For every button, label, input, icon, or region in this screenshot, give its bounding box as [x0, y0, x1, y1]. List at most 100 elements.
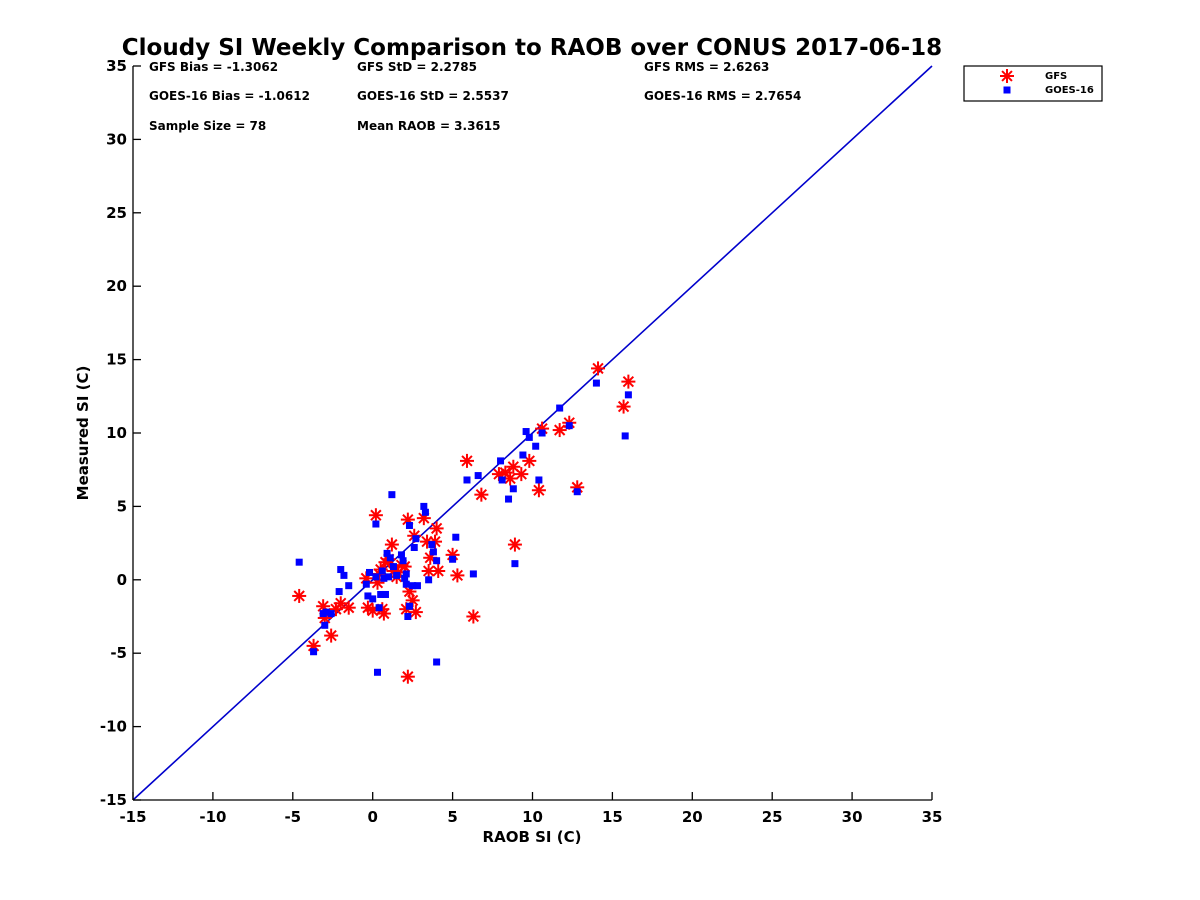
legend-goes16-label: GOES-16 — [1045, 85, 1094, 96]
goes16-point — [469, 570, 477, 578]
gfs-point — [552, 423, 567, 438]
one-to-one-line — [132, 65, 933, 801]
goes16-point — [621, 432, 629, 440]
gfs-point — [324, 628, 339, 643]
asterisk-stroke — [335, 597, 347, 609]
x-tick-label: 35 — [922, 808, 943, 826]
goes16-point — [405, 602, 413, 610]
goes16-point — [372, 573, 380, 581]
asterisk-stroke — [317, 600, 329, 612]
goes16-point — [345, 582, 353, 590]
goes16-point — [511, 560, 519, 568]
legend-gfs-asterisk — [1000, 69, 1014, 83]
goes16-point — [401, 574, 409, 582]
goes16-point — [385, 573, 393, 581]
goes16-point — [393, 571, 401, 579]
goes16-point — [449, 555, 457, 563]
goes16-point — [535, 476, 543, 484]
asterisk-stroke — [370, 509, 382, 521]
goes16-point — [322, 608, 330, 616]
goes16-point — [428, 541, 436, 549]
goes16-point — [497, 457, 505, 465]
gfs-point — [616, 399, 631, 414]
goes16-point — [340, 571, 348, 579]
x-tick-label: 20 — [682, 808, 703, 826]
gfs-point — [429, 521, 444, 536]
y-tick-label: 15 — [106, 351, 127, 369]
asterisk-stroke — [504, 472, 516, 485]
goes16-point — [372, 520, 380, 528]
goes16-point — [402, 570, 410, 578]
x-tick-label: 10 — [522, 808, 543, 826]
legend-gfs-marker — [1000, 69, 1014, 83]
gfs-point — [368, 508, 383, 523]
goes16-point — [592, 379, 600, 387]
x-tick-label: 0 — [367, 808, 377, 826]
goes16-point — [565, 422, 573, 430]
asterisk-stroke — [523, 455, 535, 467]
goes16-point — [429, 548, 437, 556]
goes16-point — [425, 576, 433, 584]
legend-goes16-square — [1003, 86, 1011, 94]
goes16-point — [556, 404, 564, 412]
goes16-point — [335, 588, 343, 596]
y-tick-label: -15 — [100, 791, 127, 809]
y-tick-label: 25 — [106, 204, 127, 222]
goes16-point — [463, 476, 471, 484]
goes16-point — [310, 648, 318, 656]
asterisk-stroke — [402, 671, 414, 683]
y-tick-label: 5 — [117, 497, 127, 515]
goes16-point — [381, 590, 389, 598]
y-tick-label: -5 — [110, 644, 127, 662]
goes16-point — [525, 433, 533, 441]
goes16-point — [409, 582, 417, 590]
gfs-point — [384, 537, 399, 552]
x-tick-label: 25 — [762, 808, 783, 826]
goes16-point — [433, 557, 441, 565]
x-tick-label: -10 — [199, 808, 226, 826]
asterisk-stroke — [422, 565, 435, 577]
y-tick-label: 0 — [117, 571, 127, 589]
asterisk-stroke — [386, 538, 398, 551]
gfs-point — [474, 487, 489, 502]
y-tick-label: 35 — [106, 57, 127, 75]
asterisk-stroke — [617, 400, 630, 413]
legend-goes16-marker — [1003, 86, 1011, 94]
stats-annotations: GFS Bias = -1.3062 GFS StD = 2.2785 GFS RM… — [149, 60, 801, 133]
goes16-point — [399, 557, 407, 565]
gfs-point — [459, 453, 474, 468]
asterisk-stroke — [410, 606, 422, 618]
goes16-point — [386, 554, 394, 562]
axes: -15 -10 -5 0 5 10 15 20 25 30 35 -15 -10 -5 0 5 10 15 20 25… — [100, 57, 943, 826]
gfs-point — [333, 596, 348, 611]
goes16-point — [522, 428, 530, 436]
goes16-point — [377, 590, 385, 598]
gfs-point — [466, 609, 481, 624]
stat-annotation: GOES-16 StD = 2.5537 — [357, 89, 509, 103]
asterisk-stroke — [622, 375, 635, 388]
x-tick-label: 5 — [447, 808, 457, 826]
goes16-point — [420, 502, 428, 510]
asterisk-stroke — [362, 602, 374, 614]
stat-annotation: Sample Size = 78 — [149, 119, 266, 133]
goes16-point — [397, 551, 405, 559]
y-tick-label: 20 — [106, 277, 127, 295]
gfs-point — [591, 361, 606, 376]
asterisk-stroke — [432, 565, 444, 577]
goes16-point — [474, 472, 482, 480]
gfs-point — [503, 471, 518, 486]
stat-annotation: Mean RAOB = 3.3615 — [357, 119, 501, 133]
asterisk-stroke — [378, 607, 390, 620]
x-tick-label: 30 — [842, 808, 863, 826]
asterisk-stroke — [293, 590, 305, 602]
goes16-point — [364, 592, 372, 600]
asterisk-stroke — [507, 461, 519, 473]
gfs-point — [416, 511, 431, 526]
stat-annotation: GFS Bias = -1.3062 — [149, 60, 278, 74]
asterisk-stroke — [554, 424, 566, 436]
stat-annotation: GOES-16 RMS = 2.7654 — [644, 89, 801, 103]
gfs-point — [292, 588, 307, 603]
goes16-point — [573, 488, 581, 496]
goes16-point — [412, 535, 420, 543]
asterisk-stroke — [509, 538, 521, 551]
